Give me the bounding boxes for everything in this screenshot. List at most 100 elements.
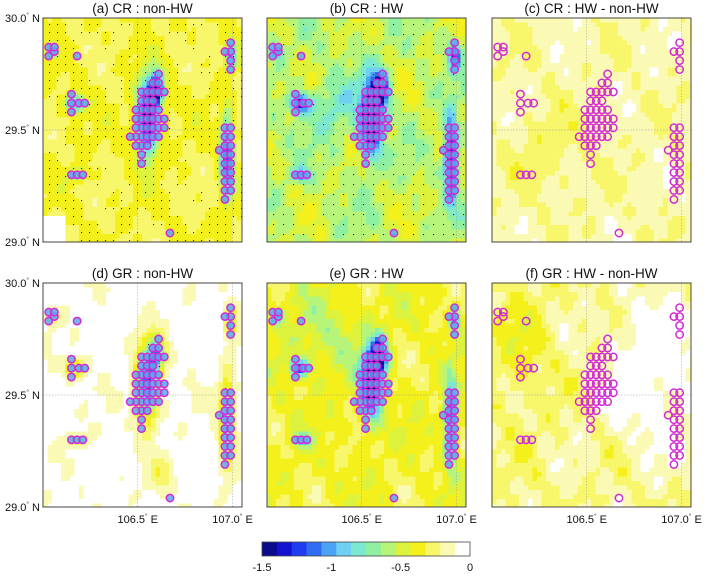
station-fill (451, 178, 459, 185)
station-marker (675, 451, 685, 460)
station-marker (580, 141, 590, 151)
station-marker (165, 228, 175, 238)
station-marker (49, 42, 59, 52)
station-marker (444, 459, 454, 469)
station-marker (159, 352, 169, 362)
station-marker (125, 397, 135, 407)
station-marker (372, 361, 382, 371)
station-marker (214, 145, 224, 155)
station-marker (290, 89, 300, 99)
station-marker (614, 493, 624, 503)
colorbar-swatch (291, 542, 307, 556)
station-marker (226, 168, 236, 178)
station-fill (138, 151, 145, 159)
station-fill (160, 124, 168, 132)
station-fill (356, 371, 364, 379)
station-marker (444, 194, 454, 204)
station-marker (226, 330, 236, 339)
station-marker (675, 321, 685, 331)
station-marker (591, 352, 601, 362)
station-fill (81, 99, 89, 107)
x-tick-label: 107.0° E (212, 512, 253, 526)
station-fill (160, 115, 168, 123)
station-marker (675, 123, 685, 133)
station-marker (675, 38, 685, 48)
station-marker (383, 87, 393, 97)
station-marker (450, 303, 460, 313)
station-marker (296, 51, 306, 61)
station-marker (154, 370, 164, 380)
station-marker (580, 397, 590, 407)
station-marker (603, 343, 613, 353)
station-marker (675, 159, 685, 169)
station-marker (296, 316, 306, 326)
station-marker (608, 87, 618, 97)
station-fill (451, 151, 459, 159)
station-fill (379, 79, 387, 87)
station-fill (227, 151, 235, 159)
station-marker (675, 433, 685, 443)
station-fill (132, 371, 140, 379)
station-fill (68, 108, 75, 116)
station-fill (451, 142, 459, 150)
station-marker (438, 145, 448, 155)
station-marker (220, 459, 230, 469)
station-marker (675, 303, 685, 313)
station-marker (131, 388, 141, 398)
panel-frame (491, 282, 692, 508)
station-marker (669, 397, 679, 407)
station-fill (143, 407, 151, 415)
station-fill (362, 416, 369, 424)
station-marker (574, 397, 584, 407)
station-marker (226, 65, 236, 74)
station-marker (290, 354, 300, 364)
station-marker (378, 69, 388, 79)
station-fill (379, 371, 387, 379)
colorbar-swatch (321, 542, 337, 556)
station-marker (154, 397, 164, 407)
station-marker (669, 406, 679, 416)
station-fill (81, 364, 89, 372)
station-marker (591, 361, 601, 371)
station-fill (379, 133, 387, 141)
station-marker (72, 51, 82, 61)
panel-title: (b) CR : HW (330, 1, 404, 16)
panel-title: (c) CR : HW - non-HW (524, 1, 659, 16)
station-marker (603, 105, 613, 115)
panel-e: (e) GR : HW 106.5° E 107.0° E (266, 266, 477, 526)
station-marker (586, 388, 596, 398)
colorbar-swatch (351, 542, 367, 556)
station-marker (148, 361, 158, 371)
station-marker (597, 123, 607, 133)
station-marker (355, 379, 365, 389)
station-fill (451, 425, 459, 432)
panel-title: (f) GR : HW - non-HW (526, 266, 658, 281)
station-marker (498, 307, 508, 317)
station-marker (154, 78, 164, 88)
station-fill (367, 407, 375, 415)
station-marker (137, 159, 147, 169)
station-marker (302, 435, 312, 445)
field-e (267, 283, 466, 507)
station-marker (597, 105, 607, 115)
panel-grid: (a) CR : non-HW 30.0° N 29.5° N 29.0° N (b) … (5, 1, 702, 526)
station-fill (227, 57, 235, 64)
station-marker (669, 177, 679, 186)
station-fill (215, 411, 223, 419)
station-marker (669, 47, 679, 57)
station-marker (142, 141, 152, 151)
station-marker (80, 363, 90, 373)
panel-f: (f) GR : HW - non-HW 106.5° E 107.0° E (491, 266, 702, 526)
station-marker (450, 177, 460, 186)
station-marker (597, 388, 607, 398)
station-fill (221, 313, 229, 320)
station-marker (603, 114, 613, 124)
station-marker (614, 228, 624, 238)
station-marker (521, 51, 531, 61)
station-marker (383, 123, 393, 133)
station-marker (450, 150, 460, 160)
station-fill (138, 160, 145, 168)
station-marker (675, 65, 685, 74)
station-marker (148, 96, 158, 106)
station-marker (378, 78, 388, 88)
